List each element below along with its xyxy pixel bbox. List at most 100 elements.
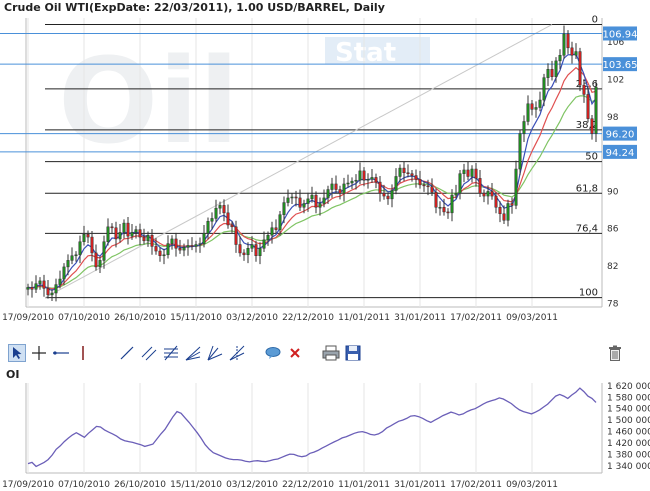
candle-body <box>490 191 494 197</box>
candle-body <box>454 193 458 196</box>
delete-tool-icon[interactable] <box>286 344 304 362</box>
oi-y-tick-label: 1 380 000 <box>607 450 650 460</box>
moving-average-line <box>27 66 597 290</box>
oi-line <box>27 387 597 468</box>
candle-body <box>578 51 582 86</box>
watermark-text-oil: Oil <box>58 32 239 170</box>
candle-body <box>138 229 142 238</box>
candle-body <box>142 236 146 242</box>
horizontal-line-tool-icon[interactable] <box>52 344 70 362</box>
vertical-line-tool-icon[interactable] <box>74 344 92 362</box>
price-label-text: 96.20 <box>606 130 635 141</box>
price-chart[interactable]: Oil Stat 17/09/2010 07/10/2010 26/10/2010 15/… <box>0 0 650 340</box>
candle-body <box>474 168 478 179</box>
candle-body <box>150 234 154 247</box>
candle-body <box>466 169 470 177</box>
oi-chart[interactable]: 17/09/2010 07/10/2010 26/10/2010 15/11/2010… <box>0 381 650 491</box>
candle-body <box>194 244 198 247</box>
candle-body <box>218 205 222 209</box>
candle-body <box>46 288 50 296</box>
candle-body <box>566 33 570 49</box>
candle-body <box>298 197 302 208</box>
candle-body <box>102 241 106 261</box>
oi-y-tick-label: 1 460 000 <box>607 428 650 438</box>
crosshair-tool-icon[interactable] <box>30 344 48 362</box>
candle-body <box>238 244 242 254</box>
candle-body <box>442 206 446 213</box>
candle-body <box>130 232 134 237</box>
fibonacci-retracement-tool-icon[interactable] <box>162 344 180 362</box>
candle-body <box>98 260 102 268</box>
fan-lines-tool-icon[interactable] <box>184 344 202 362</box>
candle-body <box>190 245 194 247</box>
candle-body <box>506 203 510 221</box>
x-tick-label: 03/12/2010 <box>226 313 278 323</box>
fib-level-label: 76,4 <box>576 223 598 234</box>
candle-body <box>170 238 174 244</box>
candle-body <box>66 260 70 268</box>
candle-body <box>366 179 370 181</box>
candle-body <box>42 280 46 289</box>
candle-body <box>294 196 298 199</box>
candle-body <box>290 196 294 199</box>
candle-body <box>450 194 454 214</box>
candle-body <box>26 287 30 290</box>
fib-level-label: 38,2 <box>576 120 598 131</box>
select-tool-icon[interactable] <box>8 344 26 362</box>
y-tick-label: 102 <box>607 76 624 86</box>
price-label-text: 103.65 <box>603 60 638 71</box>
oi-y-tick-label: 1 500 000 <box>607 416 650 426</box>
trend-line-tool-icon[interactable] <box>118 344 136 362</box>
parallel-channel-tool-icon[interactable] <box>140 344 158 362</box>
candle-body <box>446 211 450 214</box>
candle-body <box>462 169 466 174</box>
x-tick-label: 15/11/2010 <box>170 313 222 323</box>
candle-body <box>574 51 578 56</box>
oi-x-tick-label: 26/10/2010 <box>114 480 166 490</box>
candle-body <box>518 133 522 170</box>
candle-body <box>594 86 598 134</box>
candle-body <box>146 234 150 242</box>
candle-body <box>50 292 54 296</box>
gann-fan-tool-icon[interactable] <box>206 344 224 362</box>
x-tick-label: 09/03/2011 <box>506 313 558 323</box>
x-tick-label: 11/01/2011 <box>338 313 390 323</box>
candle-body <box>546 69 550 78</box>
candle-body <box>86 234 90 238</box>
candle-body <box>586 94 590 119</box>
candle-body <box>318 203 322 208</box>
candle-body <box>266 234 270 241</box>
save-tool-icon[interactable] <box>344 344 362 362</box>
fib-level-label: 100 <box>579 288 598 299</box>
comment-tool-icon[interactable] <box>264 344 282 362</box>
oi-x-tick-label: 22/12/2010 <box>282 480 334 490</box>
candle-body <box>90 236 94 254</box>
candle-body <box>402 167 406 174</box>
candle-body <box>78 241 82 256</box>
candle-body <box>590 118 594 134</box>
candle-body <box>178 248 182 251</box>
candle-body <box>274 227 278 230</box>
candle-body <box>326 189 330 199</box>
candle-body <box>390 190 394 200</box>
candle-body <box>406 172 410 175</box>
candle-body <box>94 252 98 268</box>
candle-body <box>582 84 586 95</box>
candle-body <box>134 229 138 233</box>
candle-body <box>554 60 558 77</box>
candle-body <box>258 248 262 256</box>
candle-body <box>458 173 462 194</box>
oi-x-tick-label: 31/01/2011 <box>394 480 446 490</box>
candle-body <box>182 247 186 251</box>
candle-body <box>438 206 442 209</box>
oi-y-tick-label: 1 420 000 <box>607 439 650 449</box>
candle-body <box>278 214 282 230</box>
speed-lines-tool-icon[interactable] <box>228 344 246 362</box>
candle-body <box>114 227 118 240</box>
trash-icon[interactable] <box>606 344 624 362</box>
oi-y-tick-label: 1 580 000 <box>607 393 650 403</box>
print-tool-icon[interactable] <box>322 344 340 362</box>
candle-body <box>386 195 390 200</box>
candle-body <box>122 222 126 233</box>
candle-body <box>242 252 246 256</box>
